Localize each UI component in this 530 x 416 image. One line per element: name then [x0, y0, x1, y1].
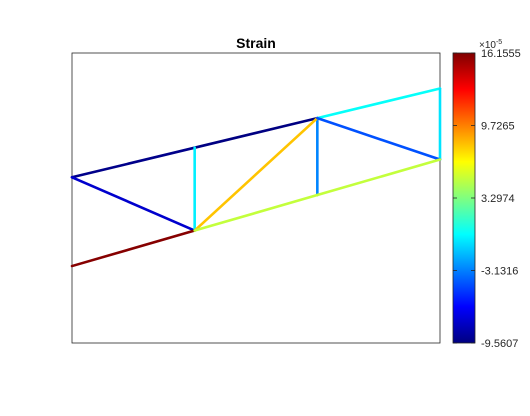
- member-CD: [316, 87, 442, 120]
- colorbar-exponent: ×10-5: [479, 39, 502, 51]
- colorbar-tick-label: -3.1316: [481, 265, 518, 277]
- member-EF: [70, 229, 196, 268]
- chart-title: Strain: [236, 35, 276, 51]
- colorbar-tick-label: 9.7265: [481, 120, 515, 132]
- member-CH: [316, 116, 442, 161]
- member-GH: [316, 158, 442, 197]
- colorbar-tick-label: -9.5607: [481, 338, 518, 350]
- colorbar-exponent-power: -5: [496, 39, 502, 46]
- member-FC: [193, 116, 319, 232]
- plot-area: [71, 52, 441, 344]
- colorbar-tick-label: 16.1555: [481, 48, 521, 60]
- member-AF: [70, 175, 196, 232]
- member-BC: [193, 116, 319, 149]
- member-AB: [70, 146, 196, 179]
- colorbar-ticks: 16.1555 9.7265 3.2974 -3.1316 -9.5607: [453, 48, 521, 350]
- truss-members: [70, 87, 442, 268]
- colorbar-multiplier: ×10: [479, 40, 496, 51]
- colorbar-tick-label: 3.2974: [481, 193, 515, 205]
- member-FG: [193, 193, 319, 232]
